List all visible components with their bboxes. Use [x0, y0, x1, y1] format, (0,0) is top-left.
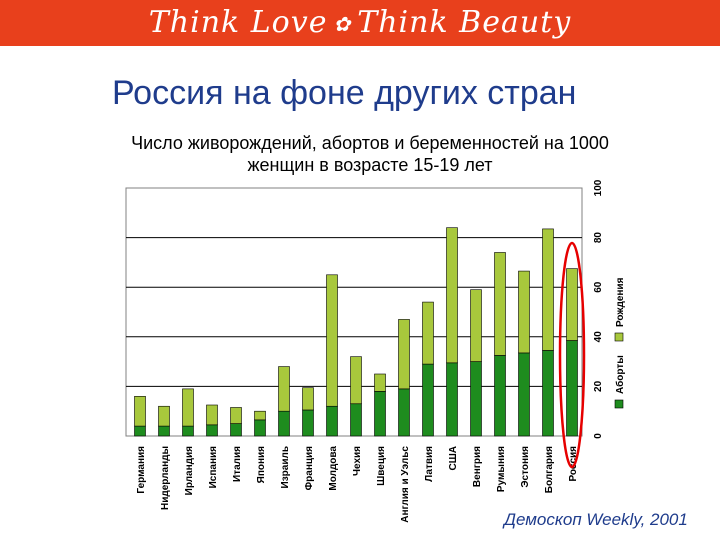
slide-title: Россия на фоне других стран [112, 74, 577, 112]
bar-abortions-9 [350, 356, 362, 405]
bar-abortions-4 [230, 407, 242, 424]
bar-births-14 [470, 361, 482, 437]
bar-abortions-12 [422, 301, 434, 365]
legend-label-births: Рождения [615, 277, 626, 327]
bar-abortions-0 [134, 396, 146, 427]
category-label-18: Россия [568, 446, 579, 482]
legend-label-abortions: Аборты [614, 355, 626, 394]
category-label-17: Болгария [544, 446, 555, 493]
highlight-ellipse [558, 241, 586, 469]
bar-births-9 [350, 403, 362, 437]
bar-abortions-3 [206, 404, 218, 426]
bar-births-12 [422, 363, 434, 437]
category-label-9: Чехия [352, 446, 363, 476]
category-label-16: Эстония [520, 446, 531, 488]
banner-text-left: Think Love [148, 5, 328, 40]
bar-births-10 [374, 391, 386, 437]
banner-text-right: Think Beauty [357, 5, 572, 40]
flower-icon: ✿ [333, 12, 352, 36]
y-tick-label-0: 0 [593, 433, 604, 439]
legend-swatch-births [614, 399, 624, 409]
bar-births-18 [566, 340, 578, 437]
bar-abortions-15 [494, 252, 506, 356]
bar-births-2 [182, 425, 194, 437]
bar-births-5 [254, 419, 266, 437]
bar-abortions-1 [158, 405, 170, 427]
bar-births-17 [542, 350, 554, 437]
bar-births-4 [230, 423, 242, 437]
bar-births-11 [398, 388, 410, 437]
banner-logo: Think Love ✿ Think Beauty [0, 0, 720, 46]
legend-swatch-abortions [614, 332, 624, 342]
category-label-6: Израиль [280, 446, 291, 488]
category-label-15: Румыния [496, 446, 507, 492]
bar-abortions-13 [446, 227, 458, 364]
category-label-12: Латвия [424, 446, 435, 482]
bar-births-3 [206, 424, 218, 437]
chart-title: Число живорождений, абортов и беременнос… [131, 133, 609, 175]
bar-births-0 [134, 425, 146, 437]
bar-abortions-5 [254, 410, 266, 421]
bar-births-13 [446, 362, 458, 437]
bar-abortions-6 [278, 366, 290, 412]
category-label-11: Англия и Уэльс [400, 446, 411, 523]
bar-abortions-8 [326, 274, 338, 407]
bar-births-6 [278, 410, 290, 437]
bar-abortions-16 [518, 270, 530, 354]
category-label-13: США [448, 446, 459, 471]
y-tick-label-1: 20 [593, 380, 604, 392]
category-label-2: Ирландия [184, 446, 195, 495]
bar-abortions-7 [302, 387, 314, 411]
y-tick-label-5: 100 [593, 179, 604, 196]
y-tick-label-3: 60 [593, 281, 604, 293]
y-tick-label-2: 40 [593, 331, 604, 343]
bar-abortions-17 [542, 228, 554, 351]
category-label-10: Швеция [376, 446, 387, 486]
category-label-4: Италия [232, 446, 243, 482]
category-label-0: Германия [136, 446, 147, 494]
y-tick-label-4: 80 [593, 232, 604, 244]
bar-births-7 [302, 409, 314, 437]
bar-abortions-14 [470, 289, 482, 362]
bar-births-1 [158, 425, 170, 437]
category-label-1: Нидерланды [160, 446, 171, 510]
bar-births-8 [326, 405, 338, 437]
category-label-5: Япония [256, 446, 267, 484]
category-label-8: Молдова [328, 446, 339, 491]
bar-abortions-11 [398, 319, 410, 390]
bar-abortions-18 [566, 268, 578, 341]
category-label-7: Франция [304, 446, 315, 491]
bar-abortions-2 [182, 388, 194, 427]
bar-births-15 [494, 355, 506, 437]
header-banner [0, 0, 720, 46]
bar-abortions-10 [374, 373, 386, 392]
category-label-14: Венгрия [472, 446, 483, 487]
category-label-3: Испания [208, 446, 219, 489]
bar-births-16 [518, 352, 530, 437]
source-citation: Демоскоп Weekly, 2001 [504, 510, 688, 529]
